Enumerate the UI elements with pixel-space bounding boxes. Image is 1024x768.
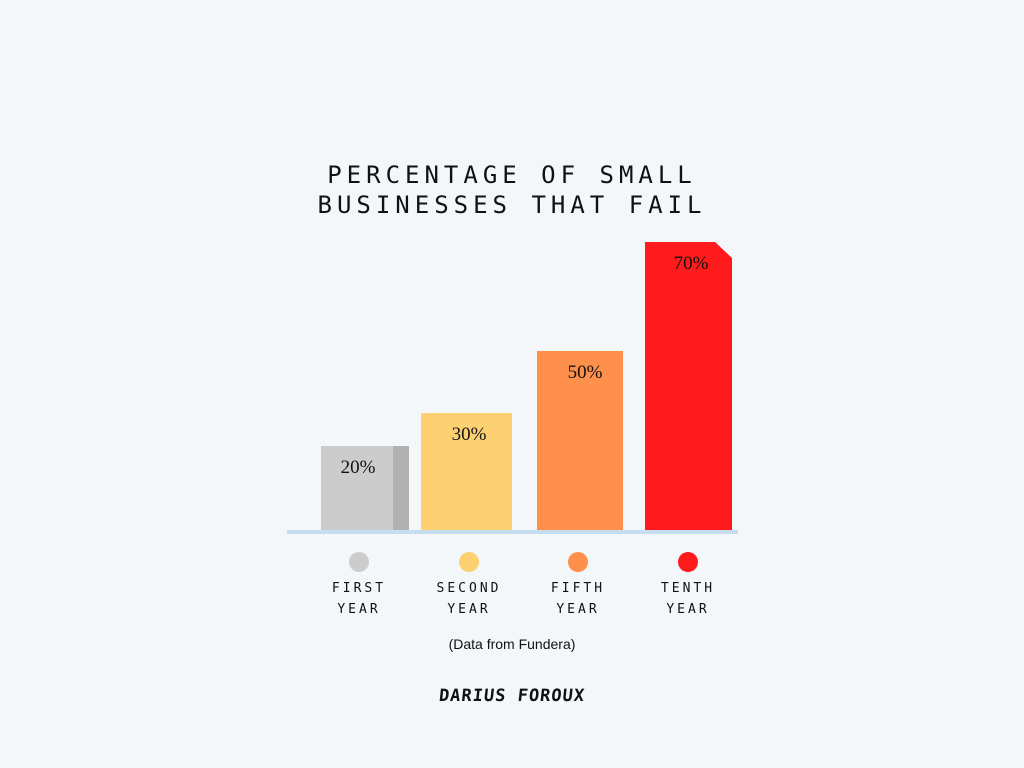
data-source-note: (Data from Fundera) xyxy=(448,636,576,652)
category-label-line: YEAR xyxy=(337,602,381,617)
legend-dot-2 xyxy=(568,552,588,572)
category-label: TENTH YEAR xyxy=(628,578,748,620)
baseline-axis xyxy=(287,530,738,534)
bar-value-label: 50% xyxy=(568,362,603,383)
bar-2 xyxy=(537,351,623,531)
bar-value-label: 70% xyxy=(674,253,709,274)
category-label: SECOND YEAR xyxy=(409,578,529,620)
bar-value-label: 30% xyxy=(452,424,487,445)
category-label: FIFTH YEAR xyxy=(518,578,638,620)
title-line-2: BUSINESSES THAT FAIL xyxy=(317,191,707,219)
category-label-line: FIFTH xyxy=(550,581,606,596)
legend-dot-1 xyxy=(459,552,479,572)
bar-1 xyxy=(421,413,512,531)
bar-corner-fold xyxy=(714,241,733,259)
category-label-line: YEAR xyxy=(556,602,600,617)
title-line-1: PERCENTAGE OF SMALL xyxy=(327,161,697,189)
bar-3 xyxy=(645,242,732,531)
author-signature: DARIUS FOROUX xyxy=(437,686,587,706)
legend-dot-0 xyxy=(349,552,369,572)
chart-title: PERCENTAGE OF SMALL BUSINESSES THAT FAIL xyxy=(0,160,1024,220)
category-label-line: SECOND xyxy=(436,581,502,596)
bar-side-shade xyxy=(393,446,409,531)
category-label: FIRST YEAR xyxy=(299,578,419,620)
category-label-line: YEAR xyxy=(447,602,491,617)
category-label-line: FIRST xyxy=(331,581,387,596)
category-label-line: TENTH xyxy=(660,581,716,596)
bar-value-label: 20% xyxy=(341,457,376,478)
category-label-line: YEAR xyxy=(666,602,710,617)
legend-dot-3 xyxy=(678,552,698,572)
